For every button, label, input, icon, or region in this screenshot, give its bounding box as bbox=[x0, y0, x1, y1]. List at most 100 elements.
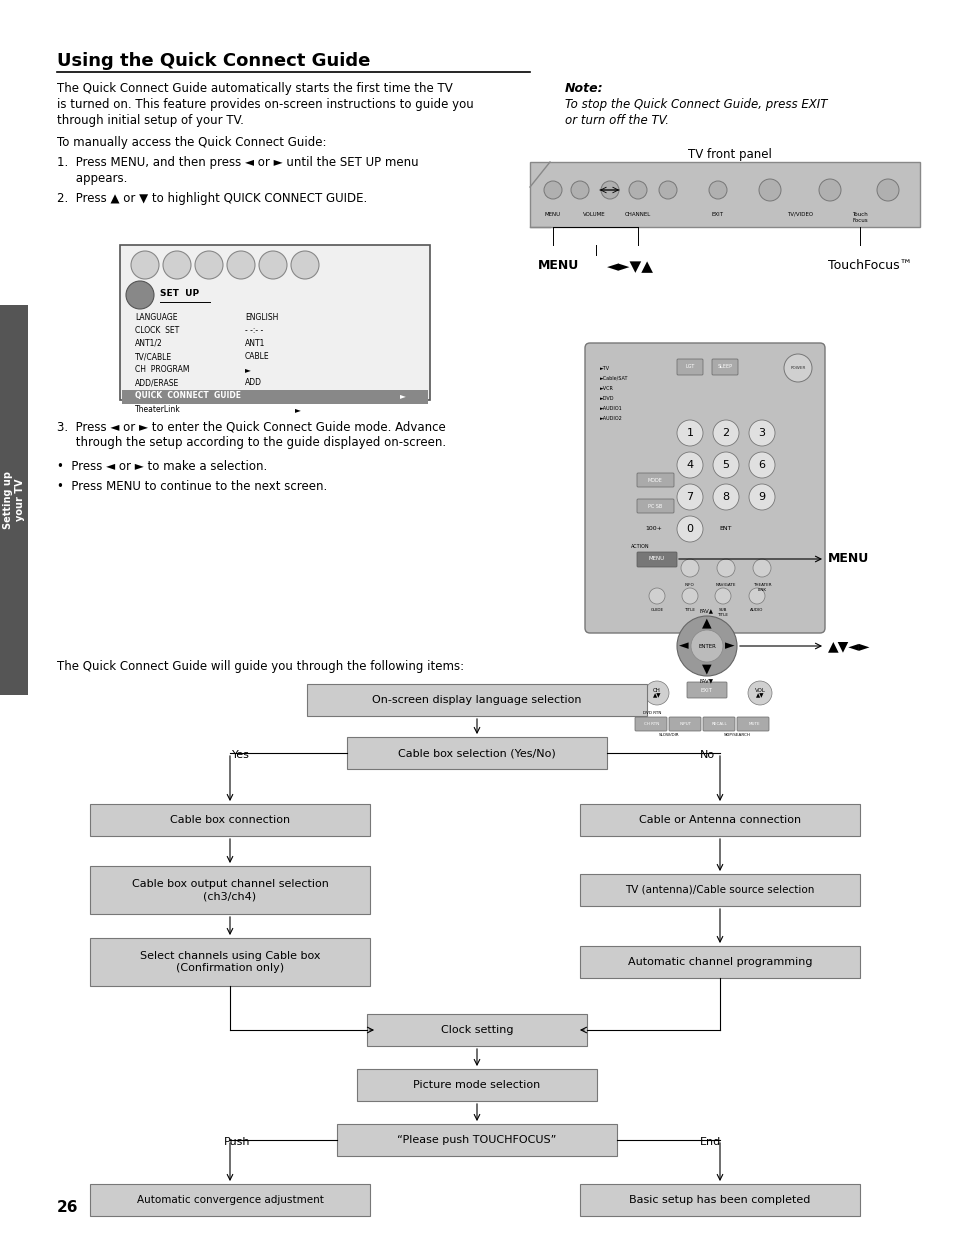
FancyBboxPatch shape bbox=[668, 718, 700, 731]
Circle shape bbox=[677, 484, 702, 510]
Text: ►TV: ►TV bbox=[599, 366, 610, 370]
Circle shape bbox=[752, 559, 770, 577]
Circle shape bbox=[712, 484, 739, 510]
FancyBboxPatch shape bbox=[307, 684, 646, 716]
FancyBboxPatch shape bbox=[579, 1184, 859, 1216]
Text: TheaterLink: TheaterLink bbox=[135, 405, 180, 414]
Circle shape bbox=[717, 559, 734, 577]
FancyBboxPatch shape bbox=[737, 718, 768, 731]
Text: MODE: MODE bbox=[647, 478, 661, 483]
Text: TV front panel: TV front panel bbox=[687, 148, 771, 161]
Text: TV (antenna)/Cable source selection: TV (antenna)/Cable source selection bbox=[624, 885, 814, 895]
Text: The Quick Connect Guide will guide you through the following items:: The Quick Connect Guide will guide you t… bbox=[57, 659, 464, 673]
FancyBboxPatch shape bbox=[90, 866, 370, 914]
Text: SKIP/SEARCH: SKIP/SEARCH bbox=[722, 734, 750, 737]
Text: “Please push TOUCHFOCUS”: “Please push TOUCHFOCUS” bbox=[396, 1135, 557, 1145]
Text: INFO: INFO bbox=[684, 583, 694, 587]
Text: 3.  Press ◄ or ► to enter the Quick Connect Guide mode. Advance: 3. Press ◄ or ► to enter the Quick Conne… bbox=[57, 420, 445, 433]
Text: ADD/ERASE: ADD/ERASE bbox=[135, 378, 179, 387]
Text: ►AUDIO2: ►AUDIO2 bbox=[599, 416, 622, 421]
Text: SET  UP: SET UP bbox=[160, 289, 199, 298]
Circle shape bbox=[759, 179, 781, 201]
Text: Cable box selection (Yes/No): Cable box selection (Yes/No) bbox=[397, 748, 556, 758]
Text: 7: 7 bbox=[686, 492, 693, 501]
Text: CH RTN: CH RTN bbox=[643, 722, 659, 726]
FancyBboxPatch shape bbox=[347, 737, 606, 769]
FancyBboxPatch shape bbox=[90, 804, 370, 836]
Text: through the setup according to the guide displayed on-screen.: through the setup according to the guide… bbox=[57, 436, 446, 450]
FancyBboxPatch shape bbox=[90, 1184, 370, 1216]
Text: ENGLISH: ENGLISH bbox=[245, 312, 278, 322]
Text: ANT1: ANT1 bbox=[245, 338, 265, 348]
Circle shape bbox=[681, 588, 698, 604]
Circle shape bbox=[712, 452, 739, 478]
Text: MENU: MENU bbox=[648, 557, 664, 562]
Circle shape bbox=[677, 452, 702, 478]
Text: MUTE: MUTE bbox=[747, 722, 759, 726]
FancyBboxPatch shape bbox=[90, 939, 370, 986]
Text: appears.: appears. bbox=[57, 172, 128, 185]
Circle shape bbox=[543, 182, 561, 199]
Text: DVD RTN: DVD RTN bbox=[642, 711, 660, 715]
Text: SUB
TITLE: SUB TITLE bbox=[717, 608, 728, 616]
Text: ►AUDIO1: ►AUDIO1 bbox=[599, 406, 622, 411]
Text: •  Press MENU to continue to the next screen.: • Press MENU to continue to the next scr… bbox=[57, 480, 327, 493]
Text: On-screen display language selection: On-screen display language selection bbox=[372, 695, 581, 705]
Text: Automatic convergence adjustment: Automatic convergence adjustment bbox=[136, 1195, 323, 1205]
FancyBboxPatch shape bbox=[686, 682, 726, 698]
Text: ▲: ▲ bbox=[701, 616, 711, 630]
Text: Touch
Focus: Touch Focus bbox=[851, 212, 867, 222]
Text: Cable box output channel selection
(ch3/ch4): Cable box output channel selection (ch3/… bbox=[132, 879, 328, 902]
Text: NAVIGATE: NAVIGATE bbox=[715, 583, 736, 587]
Circle shape bbox=[163, 251, 191, 279]
Text: - -:- -: - -:- - bbox=[245, 326, 263, 335]
Text: 3: 3 bbox=[758, 429, 764, 438]
Text: 0: 0 bbox=[686, 524, 693, 534]
Text: is turned on. This feature provides on-screen instructions to guide you: is turned on. This feature provides on-s… bbox=[57, 98, 474, 111]
Text: CLOCK  SET: CLOCK SET bbox=[135, 326, 179, 335]
FancyBboxPatch shape bbox=[579, 804, 859, 836]
Circle shape bbox=[748, 588, 764, 604]
Text: TouchFocus™: TouchFocus™ bbox=[827, 259, 911, 272]
Text: Push: Push bbox=[223, 1137, 250, 1147]
FancyBboxPatch shape bbox=[584, 343, 824, 634]
Text: ▲▼◄►: ▲▼◄► bbox=[827, 638, 869, 653]
Text: Automatic channel programming: Automatic channel programming bbox=[627, 957, 811, 967]
Text: VOL
▲▼: VOL ▲▼ bbox=[754, 688, 764, 699]
Text: SLEEP: SLEEP bbox=[717, 364, 732, 369]
FancyBboxPatch shape bbox=[635, 718, 666, 731]
FancyBboxPatch shape bbox=[579, 874, 859, 906]
Text: FAV▲: FAV▲ bbox=[700, 608, 713, 613]
Text: LGT: LGT bbox=[684, 364, 694, 369]
Text: EXIT: EXIT bbox=[700, 688, 712, 693]
Circle shape bbox=[747, 680, 771, 705]
Circle shape bbox=[659, 182, 677, 199]
Text: TV/VIDEO: TV/VIDEO bbox=[786, 212, 812, 217]
Text: ►VCR: ►VCR bbox=[599, 387, 613, 391]
Text: ►DVD: ►DVD bbox=[599, 396, 614, 401]
Text: ►: ► bbox=[399, 391, 405, 400]
Text: ◄►▼▲: ◄►▼▲ bbox=[606, 259, 653, 274]
Circle shape bbox=[708, 182, 726, 199]
Text: No: No bbox=[700, 750, 715, 760]
Text: CH  PROGRAM: CH PROGRAM bbox=[135, 366, 190, 374]
Text: Setting up
your TV: Setting up your TV bbox=[3, 471, 25, 529]
Text: MENU: MENU bbox=[537, 259, 578, 272]
FancyBboxPatch shape bbox=[711, 359, 738, 375]
Text: 2: 2 bbox=[721, 429, 729, 438]
Circle shape bbox=[680, 559, 699, 577]
Text: Cable box connection: Cable box connection bbox=[170, 815, 290, 825]
FancyBboxPatch shape bbox=[120, 245, 430, 400]
FancyBboxPatch shape bbox=[637, 473, 673, 487]
Text: POWER: POWER bbox=[789, 366, 805, 370]
Text: CABLE: CABLE bbox=[245, 352, 270, 361]
FancyBboxPatch shape bbox=[637, 552, 677, 567]
Circle shape bbox=[571, 182, 588, 199]
Text: 6: 6 bbox=[758, 459, 764, 471]
FancyBboxPatch shape bbox=[336, 1124, 617, 1156]
Text: ▼: ▼ bbox=[701, 662, 711, 676]
Text: 1: 1 bbox=[686, 429, 693, 438]
Text: ►Cable/SAT: ►Cable/SAT bbox=[599, 375, 628, 382]
Circle shape bbox=[677, 420, 702, 446]
FancyBboxPatch shape bbox=[367, 1014, 586, 1046]
